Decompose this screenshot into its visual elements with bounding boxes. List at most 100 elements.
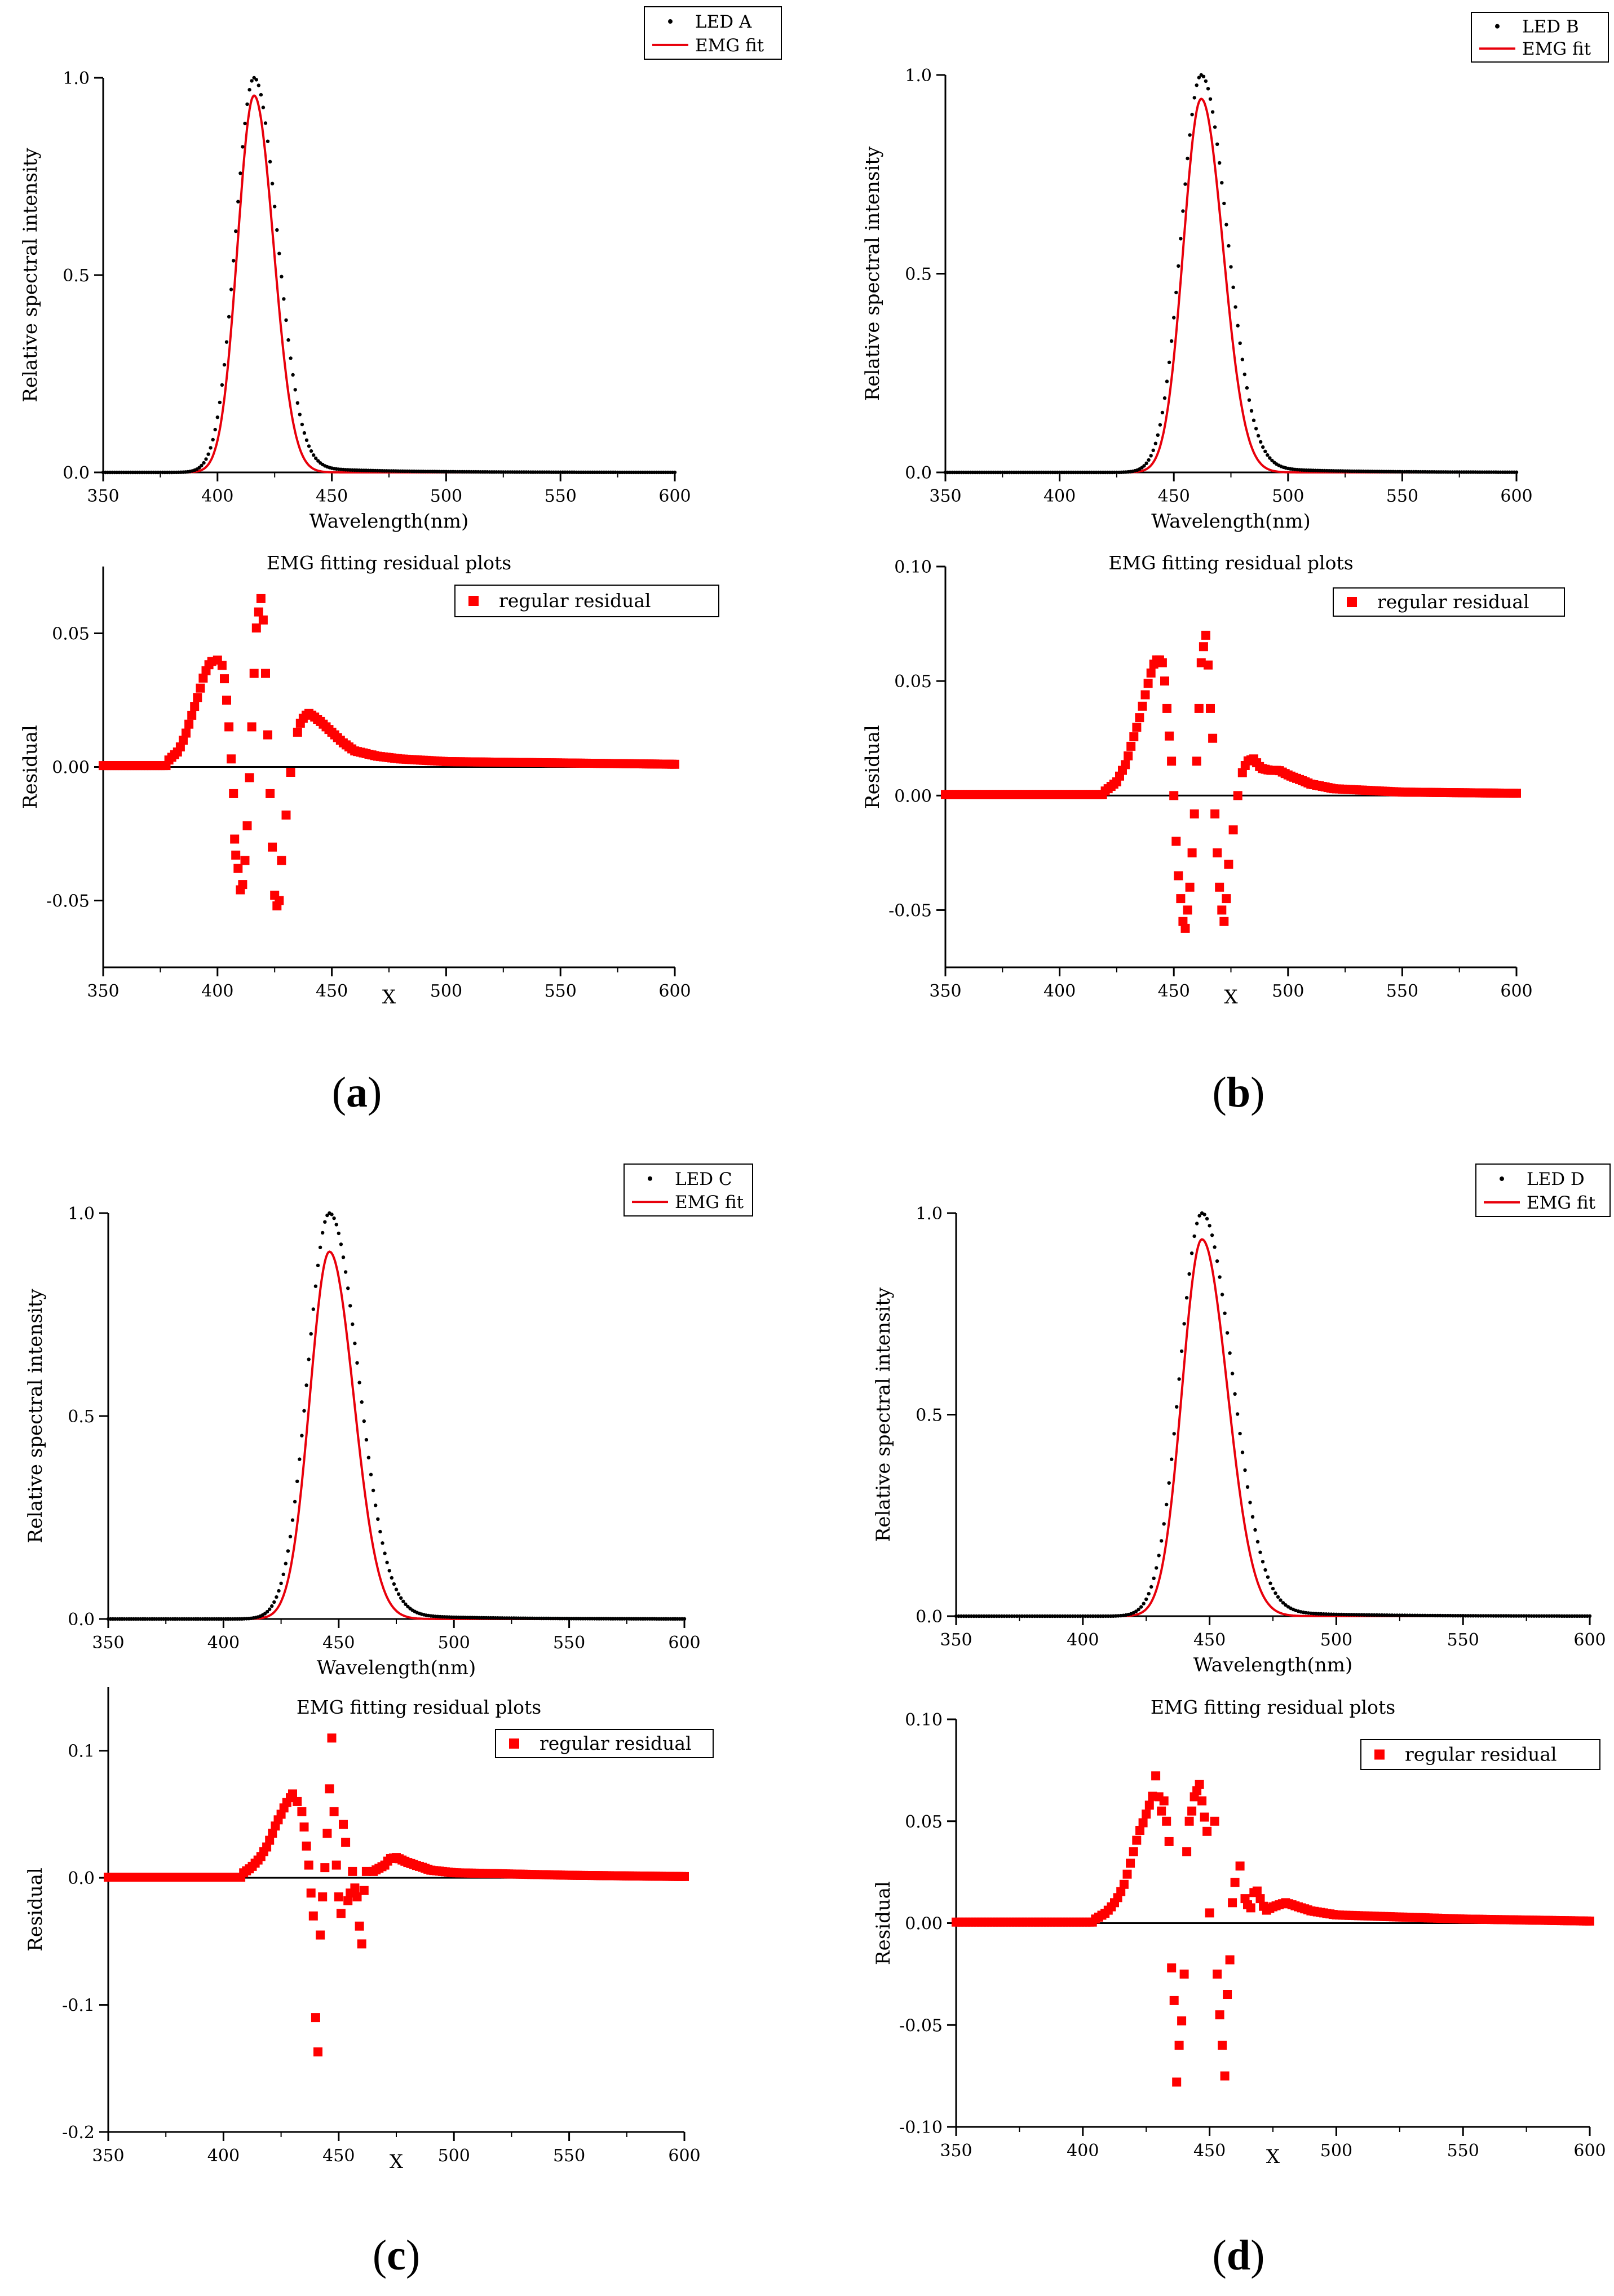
panel-d-led-data-point [1461, 1614, 1465, 1618]
panel-c-spectrum-y-tick-label: 0.5 [68, 1407, 95, 1427]
panel-d-led-data-point [1557, 1614, 1562, 1618]
panel-a-led-data-point [222, 362, 227, 367]
panel-d-led-data-point [1337, 1612, 1341, 1617]
panel-d-led-data-point [1352, 1613, 1356, 1617]
panel-d-led-data-point [1055, 1614, 1060, 1618]
panel-b-residual-legend: regular residual [1333, 587, 1565, 617]
panel-b-led-data-point [1177, 264, 1180, 268]
panel-a-led-data-point [238, 171, 242, 175]
panel-b-led-data-point [1256, 433, 1261, 438]
panel-d-residual-point [1159, 1796, 1169, 1806]
panel-a-residual-point [227, 754, 236, 764]
panel-c-residual-legend: regular residual [495, 1729, 714, 1758]
panel-d-led-data-point [1179, 1349, 1184, 1353]
panel-d-led-data-point [1342, 1612, 1346, 1617]
panel-b-led-data-point [1165, 379, 1169, 383]
panel-c-led-data-point [330, 1213, 334, 1216]
panel-a-led-data-point [304, 438, 309, 442]
panel-c-legend-fit: EMG fit [675, 1192, 744, 1213]
panel-d-led-data-point [1235, 1412, 1240, 1416]
panel-d-residual-y-tick-label: -0.10 [899, 2118, 943, 2138]
panel-d-led-data-point [1431, 1613, 1435, 1618]
panel-d-led-data-point [1357, 1613, 1361, 1617]
panel-d-led-data-point [1050, 1614, 1055, 1618]
panel-a-spectrum-x-tick-label: 450 [316, 486, 348, 506]
panel-d-led-data-point [1223, 1311, 1227, 1315]
panel-a-led-data-point [295, 401, 299, 405]
panel-c-residual-point [355, 1921, 364, 1931]
panel-b-residual-point [1157, 658, 1167, 667]
panel-b-emg-fit-line [945, 98, 1516, 474]
panel-d-residual-y-tick-label: -0.05 [899, 2016, 943, 2036]
panel-c-led-data-point [348, 1304, 352, 1308]
panel-d-residual-x-tick-label: 350 [940, 2141, 972, 2161]
panel-b-residual-point [1233, 791, 1242, 800]
panel-c-led-data-point [337, 1231, 341, 1236]
panel-a-residual-point [277, 856, 286, 865]
panel-c-spectrum-y-tick-label: 1.0 [68, 1204, 95, 1224]
panel-a-led-data-point [247, 88, 251, 92]
panel-c-residual-y-axis-label: Residual [24, 1868, 47, 1952]
panel-b-led-data-point [1201, 74, 1206, 78]
panel-d-led-data-point [1562, 1614, 1567, 1618]
panel-b-led-data-point [1245, 386, 1249, 390]
panel-c-led-data-point [268, 1607, 272, 1611]
panel-c-led-data-point [401, 1599, 405, 1603]
panel-d-led-data-point [972, 1614, 976, 1618]
panel-b-residual-point [1126, 741, 1136, 751]
panel-d-residual-point [1144, 1800, 1154, 1810]
panel-d-residual-axes: 350 400 450 500 550 600 -0.10 -0.05 0.00 0.05 0.10… [872, 1696, 1606, 2168]
panel-d-residual-title: EMG fitting residual plots [1151, 1696, 1395, 1718]
panel-d-residual-point [1164, 1837, 1174, 1846]
panel-b-led-data-point [1514, 470, 1519, 474]
panel-a-residual-point [198, 673, 208, 683]
panel-a-spectrum-x-axis-label: Wavelength(nm) [309, 510, 468, 533]
panel-d-spectrum-axes: 350 400 450 500 550 600 0.0 0.5 1.0 Wavelength(nm… [872, 1204, 1606, 1676]
panel-d-led-data-point [1479, 1614, 1483, 1618]
panel-a-spectrum-y-tick-label: 0.5 [63, 266, 90, 286]
panel-d-led-data-point [1570, 1614, 1574, 1618]
panel-d-led-data-point [1362, 1613, 1367, 1617]
panel-c-residual-y-tick-label: -0.2 [62, 2123, 95, 2143]
panel-c-led-data-point [279, 1581, 283, 1585]
panel-d-led-data-point [1114, 1614, 1118, 1618]
panel-d-residual-point [1255, 1894, 1265, 1904]
panel-d-led-data-point [1266, 1575, 1270, 1579]
panel-b-led-data-point [1240, 357, 1244, 361]
panel-d-led-data-point [1319, 1612, 1323, 1616]
panel-a-led-data-point [206, 452, 210, 456]
panel-a-led-data-point [307, 444, 311, 448]
panel-d-led-data-point [1329, 1612, 1333, 1616]
panel-d-spectrum-y-tick-label: 0.5 [916, 1406, 943, 1426]
panel-d-spectrum-y-axis-label: Relative spectral intensity [872, 1287, 895, 1542]
panel-a-led-data-point [282, 297, 286, 301]
panel-d-residual-point [1235, 1861, 1245, 1871]
panel-d-led-data-point [1334, 1612, 1338, 1616]
panel-b-legend-residual: regular residual [1377, 591, 1529, 613]
panel-b-residual-x-tick-label: 450 [1158, 981, 1190, 1001]
panel-a-led-data-point [275, 228, 279, 232]
panel-d-led-data-point [1476, 1614, 1480, 1618]
panel-d-led-data-point [1367, 1613, 1371, 1617]
panel-d-led-data-point [1377, 1613, 1381, 1617]
panel-c-residual-y-tick-label: 0.0 [68, 1869, 95, 1888]
panel-c-led-data-point [343, 1270, 348, 1274]
panel-a-residual-point [268, 842, 277, 852]
panel-c-residual-point [299, 1822, 309, 1832]
panel-b-led-data-point [1197, 76, 1201, 79]
panel-d-led-data-point [1025, 1614, 1029, 1618]
panel-d-residual-y-tick-label: 0.10 [905, 1710, 943, 1730]
panel-d-led-data-point [1018, 1614, 1022, 1618]
panel-d-led-data-point [1144, 1597, 1148, 1602]
panel-c-led-data-point [295, 1479, 299, 1483]
panel-c-residual-point [334, 1892, 343, 1901]
panel-c-residual-point [350, 1883, 360, 1893]
panel-c-led-data-point [325, 1213, 329, 1218]
panel-c-spectrum-x-tick-label: 550 [553, 1633, 585, 1653]
panel-d-led-data-point [1091, 1614, 1095, 1618]
panel-a-residual-point [179, 736, 188, 745]
panel-c-spectrum-x-tick-label: 350 [92, 1633, 124, 1653]
panel-d-led-data-point [1076, 1614, 1080, 1618]
panel-a-led-data-point [236, 200, 240, 204]
panel-a-led-data-point [209, 446, 213, 450]
